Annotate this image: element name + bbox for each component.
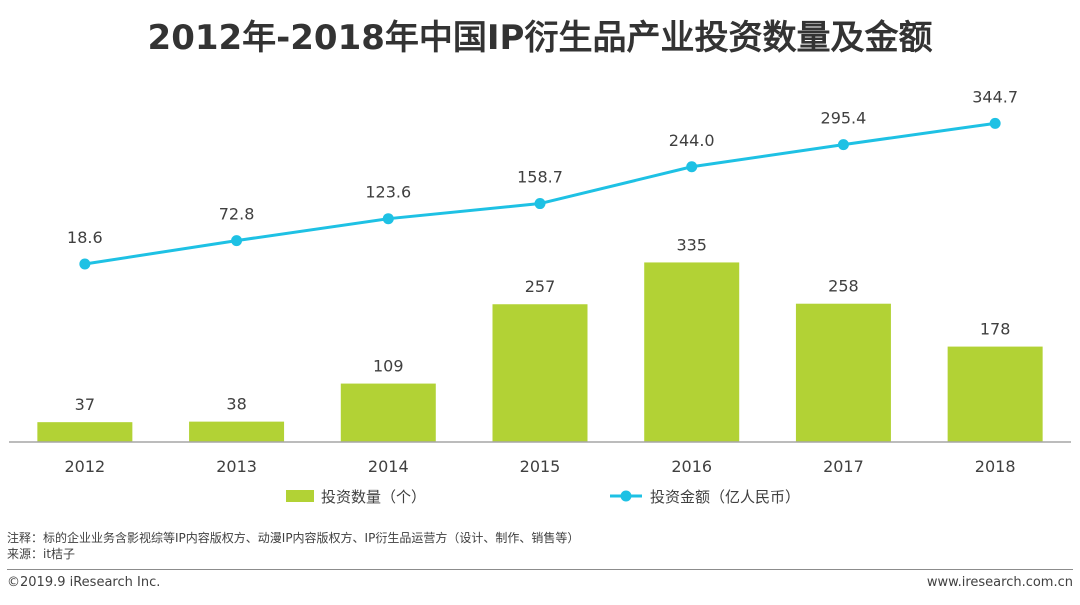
chart-title: 2012年-2018年中国IP衍生品产业投资数量及金额 — [147, 18, 933, 58]
line-series — [84, 121, 996, 266]
line-point — [989, 117, 1001, 129]
chart-note: 注释：标的企业业务含影视综等IP内容版权方、动漫IP内容版权方、IP衍生品运营方… — [7, 531, 580, 545]
bar — [189, 421, 285, 442]
bar — [37, 422, 133, 442]
line-value-label: 244.0 — [669, 131, 715, 150]
bar-value-label: 37 — [75, 395, 95, 414]
bar-value-label: 257 — [525, 277, 556, 296]
bar-value-label: 109 — [373, 357, 404, 376]
bar — [947, 346, 1043, 442]
legend-line-marker — [620, 490, 632, 502]
chart-source: 来源：it桔子 — [7, 547, 76, 561]
line-point — [837, 139, 849, 151]
x-tick-label: 2016 — [671, 457, 712, 476]
x-tick-label: 2013 — [216, 457, 257, 476]
x-tick-label: 2012 — [64, 457, 105, 476]
x-tick-label: 2017 — [823, 457, 864, 476]
line-value-label: 295.4 — [821, 109, 867, 128]
legend-bar-label: 投资数量（个） — [321, 488, 426, 506]
bar — [492, 304, 588, 442]
line-value-label: 158.7 — [517, 168, 563, 187]
line-value-label: 18.6 — [67, 228, 103, 247]
line-point — [382, 213, 394, 225]
bar — [340, 383, 436, 442]
x-tick-label: 2015 — [520, 457, 561, 476]
bar — [795, 303, 891, 442]
bar-value-label: 258 — [828, 277, 859, 296]
bar-line-chart: 37 2012 38 2013 109 2014 257 2015 335 2016 258 2017… — [9, 87, 1071, 506]
line-point — [686, 161, 698, 173]
legend-bar-swatch — [286, 490, 314, 502]
line-value-label: 72.8 — [219, 205, 255, 224]
x-tick-label: 2014 — [368, 457, 409, 476]
bar-value-label: 38 — [226, 395, 246, 414]
footer-divider — [7, 569, 1073, 570]
copyright: ©2019.9 iResearch Inc. — [7, 575, 161, 590]
line-point — [79, 258, 91, 270]
line-point — [534, 198, 546, 210]
bar-value-label: 178 — [980, 320, 1011, 339]
website-url: www.iresearch.com.cn — [926, 575, 1073, 590]
bar-value-label: 335 — [676, 235, 707, 254]
line-value-label: 344.7 — [972, 87, 1018, 106]
line-point — [231, 235, 243, 247]
line-value-label: 123.6 — [365, 183, 411, 202]
bar — [644, 262, 740, 442]
legend-line-label: 投资金额（亿人民币） — [650, 488, 800, 506]
x-tick-label: 2018 — [975, 457, 1016, 476]
